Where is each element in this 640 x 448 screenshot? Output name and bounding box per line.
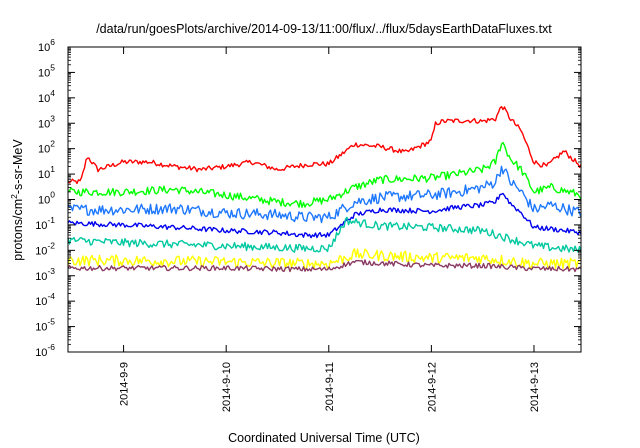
series-line-3 (67, 165, 582, 224)
y-tick-label: 102 (38, 139, 55, 156)
x-tick-label: 2014-9-11 (324, 362, 336, 411)
series-line-4 (67, 192, 582, 239)
y-tick-exponent: -1 (47, 215, 55, 225)
y-tick-exponent: 0 (50, 190, 55, 200)
series-line-2 (67, 141, 582, 209)
y-tick-exponent: -3 (47, 266, 55, 276)
y-tick-base: 10 (35, 245, 47, 257)
y-tick-base: 10 (38, 195, 50, 207)
y-tick-label: 10-2 (35, 240, 55, 257)
y-tick-base: 10 (35, 347, 47, 359)
x-tick-label: 2014-9-10 (221, 362, 233, 412)
y-tick-label: 103 (38, 113, 55, 130)
y-tick-exponent: 2 (50, 139, 55, 149)
ticks-layer: 10-610-510-410-310-210-11001011021031041… (35, 37, 581, 412)
chart-title: /data/run/goesPlots/archive/2014-09-13/1… (96, 22, 552, 36)
y-tick-base: 10 (35, 296, 47, 308)
y-tick-label: 10-3 (35, 266, 55, 283)
y-tick-exponent: 3 (50, 113, 55, 123)
series-layer (67, 105, 582, 273)
y-label-base: protons/cm (11, 199, 25, 261)
y-label-rest: -s-sr-MeV (11, 139, 25, 195)
y-tick-exponent: -4 (47, 291, 55, 301)
y-tick-exponent: 1 (50, 164, 55, 174)
y-tick-exponent: 4 (50, 88, 55, 98)
y-tick-base: 10 (38, 67, 50, 79)
y-tick-label: 10-6 (35, 342, 55, 359)
x-tick-label: 2014-9-12 (426, 362, 438, 412)
series-line-5 (67, 216, 582, 253)
y-tick-base: 10 (35, 220, 47, 232)
x-tick-label: 2014-9-9 (119, 362, 131, 406)
x-tick-label: 2014-9-13 (529, 362, 541, 412)
series-line-1 (67, 105, 582, 185)
y-tick-base: 10 (38, 118, 50, 130)
y-label-superscript: 2 (9, 194, 19, 199)
y-tick-base: 10 (38, 144, 50, 156)
y-axis-label: protons/cm2-s-sr-MeV (9, 139, 25, 261)
y-tick-exponent: -5 (47, 317, 55, 327)
x-axis-label: Coordinated Universal Time (UTC) (228, 431, 420, 445)
series-line-7 (67, 259, 582, 273)
y-tick-exponent: 6 (50, 37, 55, 47)
y-tick-exponent: -2 (47, 240, 55, 250)
y-tick-base: 10 (38, 93, 50, 105)
y-tick-label: 10-1 (35, 215, 55, 232)
y-tick-label: 104 (38, 88, 55, 105)
y-tick-base: 10 (35, 271, 47, 283)
series-line-6 (67, 248, 582, 270)
y-tick-base: 10 (38, 169, 50, 181)
y-tick-label: 101 (38, 164, 55, 181)
y-tick-exponent: -6 (47, 342, 55, 352)
y-tick-base: 10 (35, 322, 47, 334)
y-tick-base: 10 (38, 42, 50, 54)
y-tick-label: 10-4 (35, 291, 55, 308)
y-tick-label: 10-5 (35, 317, 55, 334)
y-tick-label: 100 (38, 190, 55, 207)
y-tick-label: 105 (38, 62, 55, 79)
y-tick-exponent: 5 (50, 62, 55, 72)
y-tick-label: 106 (38, 37, 55, 54)
